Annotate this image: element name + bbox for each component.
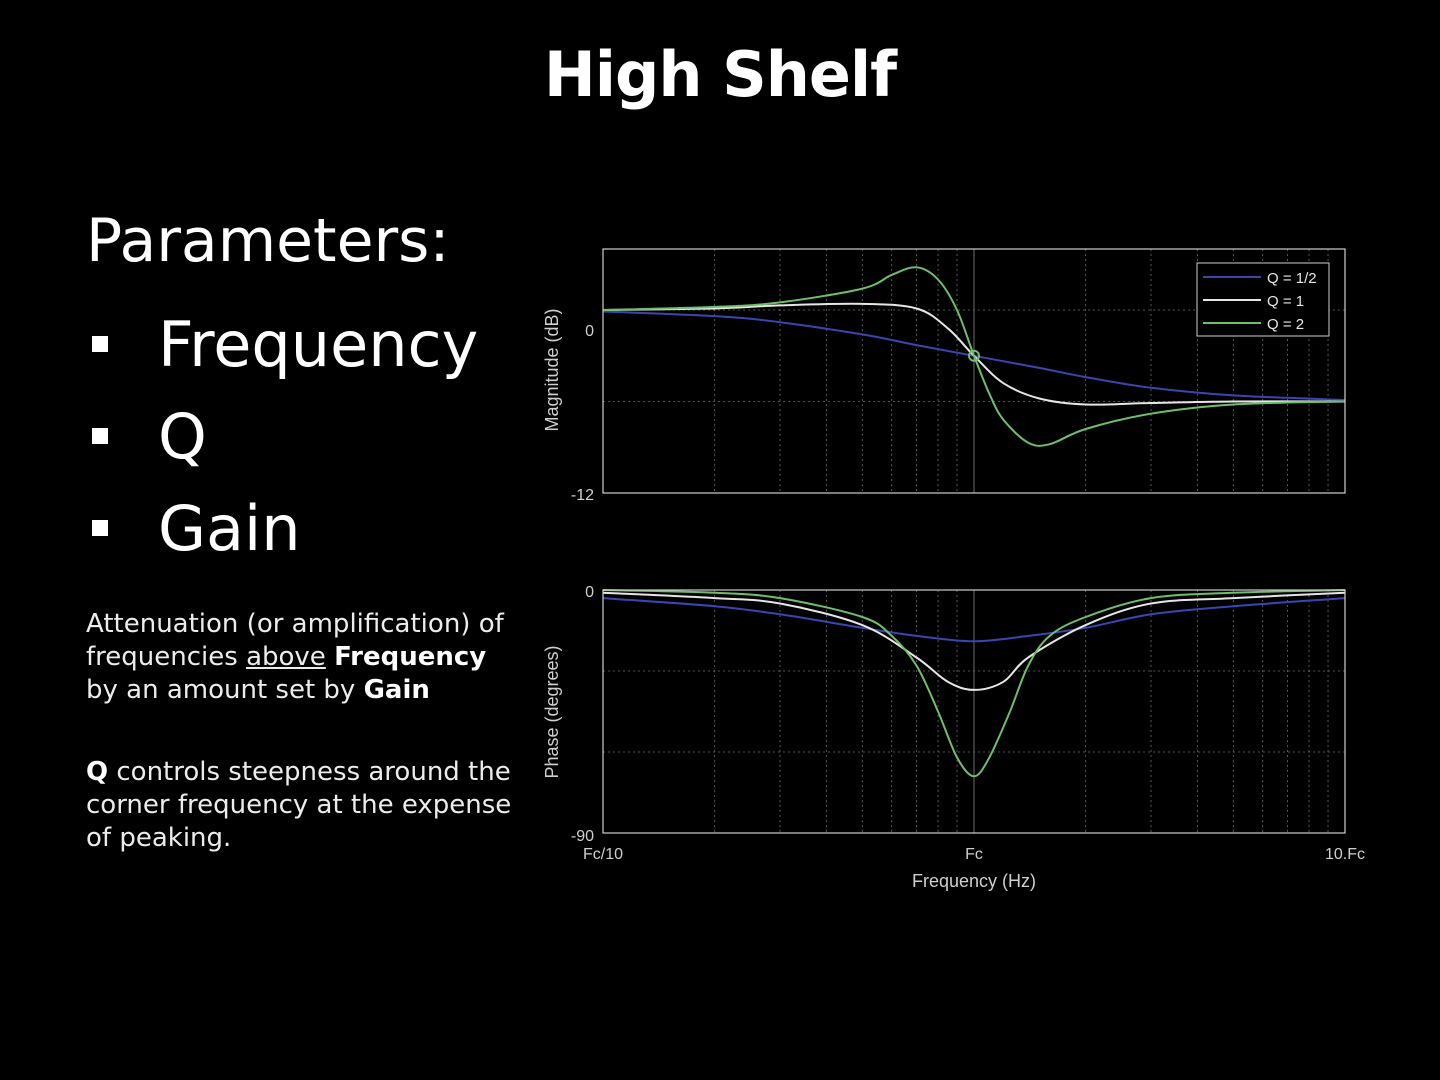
desc-text: controls steepness around the corner fre… bbox=[86, 757, 512, 853]
legend-label-q-one: Q = 1 bbox=[1267, 293, 1304, 310]
magnitude-ylabel: Magnitude (dB) bbox=[542, 308, 562, 431]
parameter-list: Frequency Q Gain bbox=[86, 298, 478, 574]
phase-curve-q-half bbox=[602, 597, 1346, 643]
desc-text: Attenuation (or amplification) of freque… bbox=[86, 609, 504, 672]
q-description: Q controls steepness around the corner f… bbox=[86, 756, 526, 855]
parameter-item: Gain bbox=[86, 482, 478, 574]
phase-curve-q-one bbox=[602, 591, 1346, 691]
parameters-heading: Parameters: bbox=[86, 206, 450, 276]
mag-ytick-minus12: -12 bbox=[571, 487, 594, 504]
frequency-xlabel: Frequency (Hz) bbox=[912, 871, 1036, 891]
slide-title: High Shelf bbox=[543, 38, 897, 111]
xtick-10fc: 10.Fc bbox=[1325, 846, 1365, 863]
parameter-item: Q bbox=[86, 390, 478, 482]
parameter-label: Q bbox=[158, 399, 207, 473]
desc-bold-q: Q bbox=[86, 757, 109, 787]
legend-label-q-half: Q = 1/2 bbox=[1267, 270, 1317, 287]
parameter-label: Frequency bbox=[158, 307, 479, 381]
magnitude-curve-q-two bbox=[602, 266, 1346, 447]
parameter-item: Frequency bbox=[86, 298, 478, 390]
mag-ytick-0: 0 bbox=[585, 323, 594, 340]
desc-bold-gain: Gain bbox=[363, 675, 430, 705]
square-bullet-icon bbox=[92, 336, 108, 352]
desc-bold-frequency: Frequency bbox=[334, 642, 487, 672]
chart-legend: Q = 1/2 Q = 1 Q = 2 bbox=[1196, 262, 1330, 337]
square-bullet-icon bbox=[92, 428, 108, 444]
desc-text: by an amount set by bbox=[86, 675, 364, 705]
phase-axes-frame bbox=[602, 589, 1346, 834]
square-bullet-icon bbox=[92, 520, 108, 536]
xtick-fc-10: Fc/10 bbox=[583, 846, 623, 863]
legend-label-q-two: Q = 2 bbox=[1267, 316, 1304, 333]
attenuation-description: Attenuation (or amplification) of freque… bbox=[86, 608, 526, 707]
phase-ylabel: Phase (degrees) bbox=[542, 645, 562, 778]
parameter-label: Gain bbox=[158, 491, 301, 565]
xtick-fc: Fc bbox=[965, 846, 983, 863]
desc-underline: above bbox=[246, 642, 326, 672]
magnitude-fc-marker bbox=[968, 349, 980, 362]
phase-ytick-minus90: -90 bbox=[571, 828, 594, 845]
magnitude-axes-frame bbox=[602, 248, 1346, 494]
phase-curve-q-two bbox=[602, 589, 1346, 778]
phase-ytick-0: 0 bbox=[585, 584, 594, 601]
